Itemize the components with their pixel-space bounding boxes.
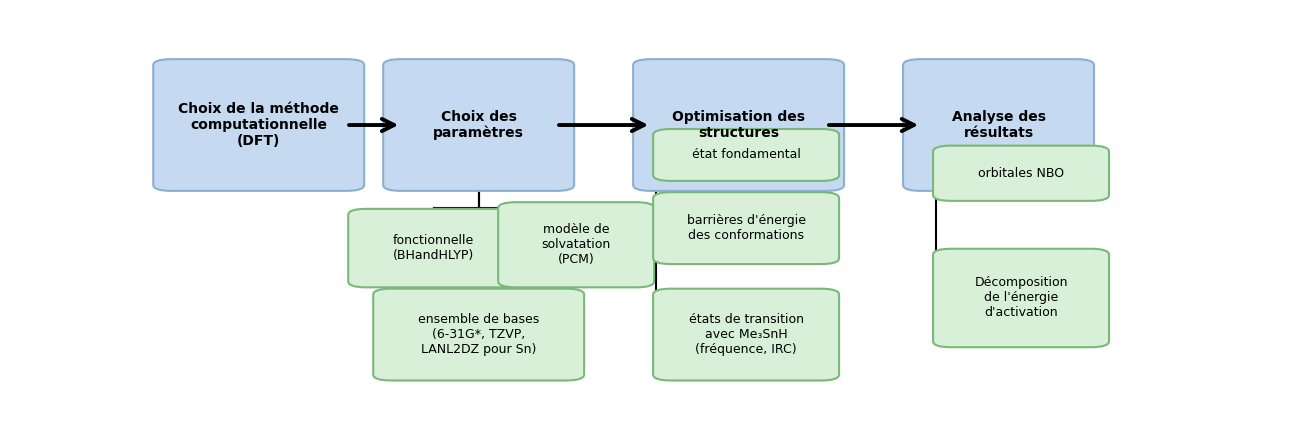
FancyBboxPatch shape bbox=[933, 146, 1109, 201]
FancyBboxPatch shape bbox=[653, 192, 838, 264]
Text: Choix de la méthode
computationnelle
(DFT): Choix de la méthode computationnelle (DF… bbox=[178, 102, 339, 148]
FancyBboxPatch shape bbox=[383, 59, 574, 191]
Text: Optimisation des
structures: Optimisation des structures bbox=[672, 110, 805, 140]
FancyBboxPatch shape bbox=[903, 59, 1094, 191]
Text: fonctionnelle
(BHandHLYP): fonctionnelle (BHandHLYP) bbox=[393, 234, 475, 262]
FancyBboxPatch shape bbox=[653, 289, 838, 381]
Text: modèle de
solvatation
(PCM): modèle de solvatation (PCM) bbox=[542, 223, 610, 266]
FancyBboxPatch shape bbox=[348, 209, 519, 287]
Text: ensemble de bases
(6-31G*, TZVP,
LANL2DZ pour Sn): ensemble de bases (6-31G*, TZVP, LANL2DZ… bbox=[418, 313, 539, 356]
Text: Décomposition
de l'énergie
d'activation: Décomposition de l'énergie d'activation bbox=[974, 276, 1068, 320]
FancyBboxPatch shape bbox=[498, 202, 654, 287]
FancyBboxPatch shape bbox=[373, 289, 584, 381]
FancyBboxPatch shape bbox=[933, 249, 1109, 347]
Text: Choix des
paramètres: Choix des paramètres bbox=[433, 110, 524, 140]
FancyBboxPatch shape bbox=[653, 129, 838, 181]
Text: Analyse des
résultats: Analyse des résultats bbox=[952, 110, 1045, 140]
FancyBboxPatch shape bbox=[154, 59, 364, 191]
Text: état fondamental: état fondamental bbox=[691, 149, 801, 162]
Text: barrières d'énergie
des conformations: barrières d'énergie des conformations bbox=[686, 214, 805, 242]
FancyBboxPatch shape bbox=[633, 59, 844, 191]
Text: états de transition
avec Me₃SnH
(fréquence, IRC): états de transition avec Me₃SnH (fréquen… bbox=[689, 313, 804, 356]
Text: orbitales NBO: orbitales NBO bbox=[978, 167, 1064, 180]
